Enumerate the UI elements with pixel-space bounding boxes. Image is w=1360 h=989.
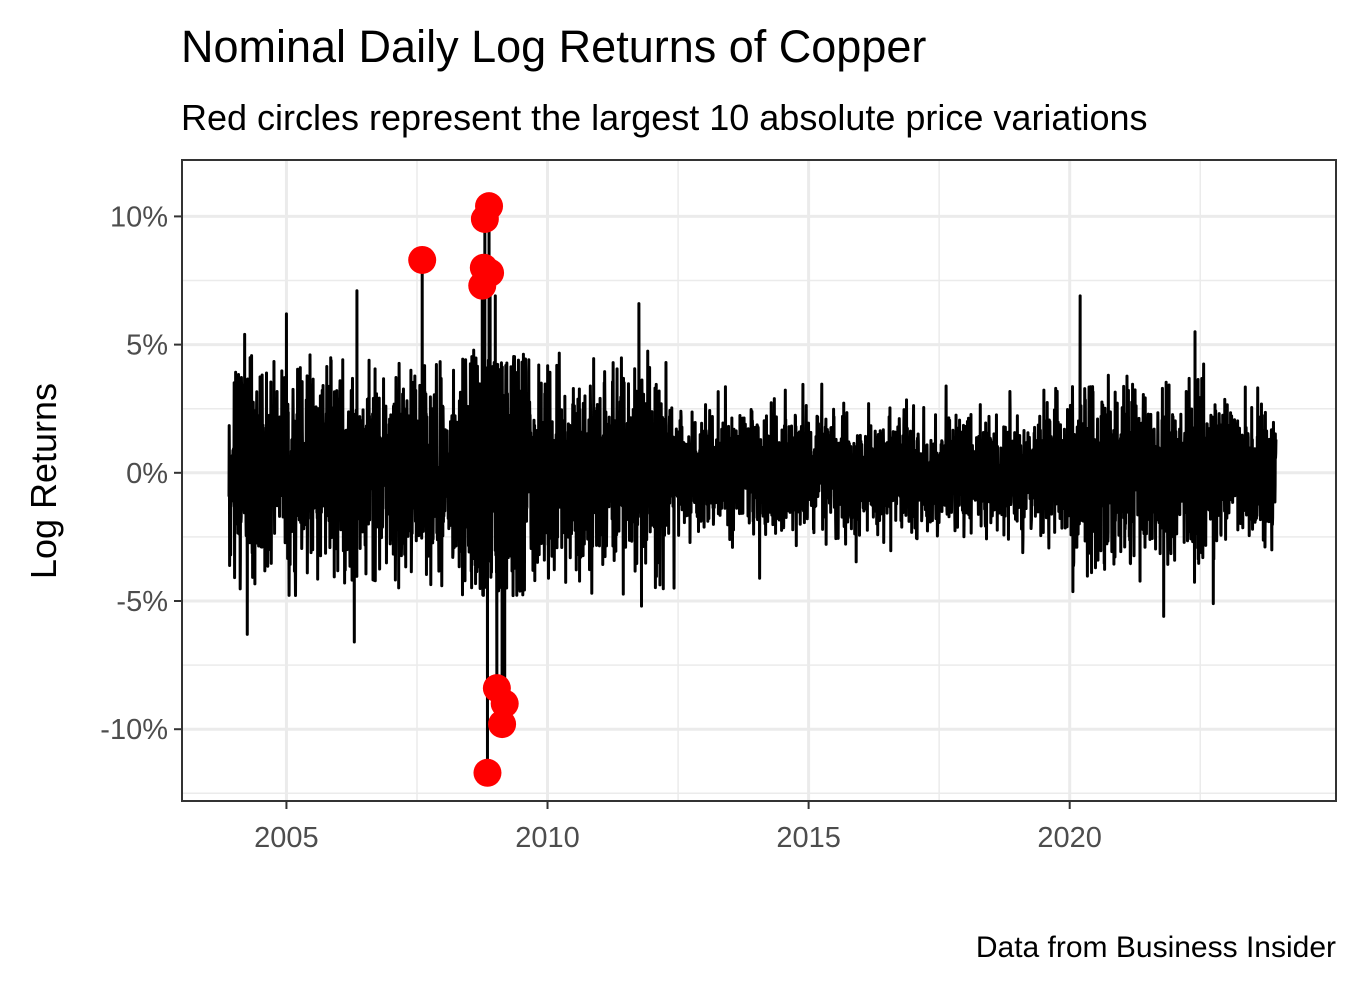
chart-subtitle: Red circles represent the largest 10 abs… <box>181 97 1148 138</box>
y-tick-label: 0% <box>126 458 168 490</box>
largest-variation-point <box>470 204 499 233</box>
returns-line-path <box>227 204 1278 775</box>
x-tick-label: 2010 <box>515 822 580 854</box>
x-tick-label: 2020 <box>1037 822 1102 854</box>
largest-variation-points <box>408 192 519 787</box>
chart-title: Nominal Daily Log Returns of Copper <box>181 21 926 72</box>
largest-variation-point <box>408 245 437 274</box>
x-tick-label: 2005 <box>254 822 319 854</box>
y-tick-label: 5% <box>126 330 168 362</box>
chart-caption: Data from Business Insider <box>976 931 1336 964</box>
y-axis-title: Log Returns <box>23 383 64 579</box>
returns-line <box>227 204 1278 775</box>
y-tick-label: -5% <box>116 586 168 618</box>
x-axis: 2005 2010 2015 2020 <box>254 801 1102 854</box>
y-axis: 10% 5% 0% -5% -10% <box>100 201 182 746</box>
largest-variation-point <box>488 710 517 739</box>
largest-variation-point <box>473 758 502 787</box>
plot-panel-border <box>181 159 1337 802</box>
x-tick-label: 2015 <box>776 822 841 854</box>
largest-variation-point <box>490 689 519 718</box>
y-tick-label: 10% <box>110 201 168 233</box>
y-tick-label: -10% <box>100 714 168 746</box>
largest-variation-point <box>468 271 497 300</box>
